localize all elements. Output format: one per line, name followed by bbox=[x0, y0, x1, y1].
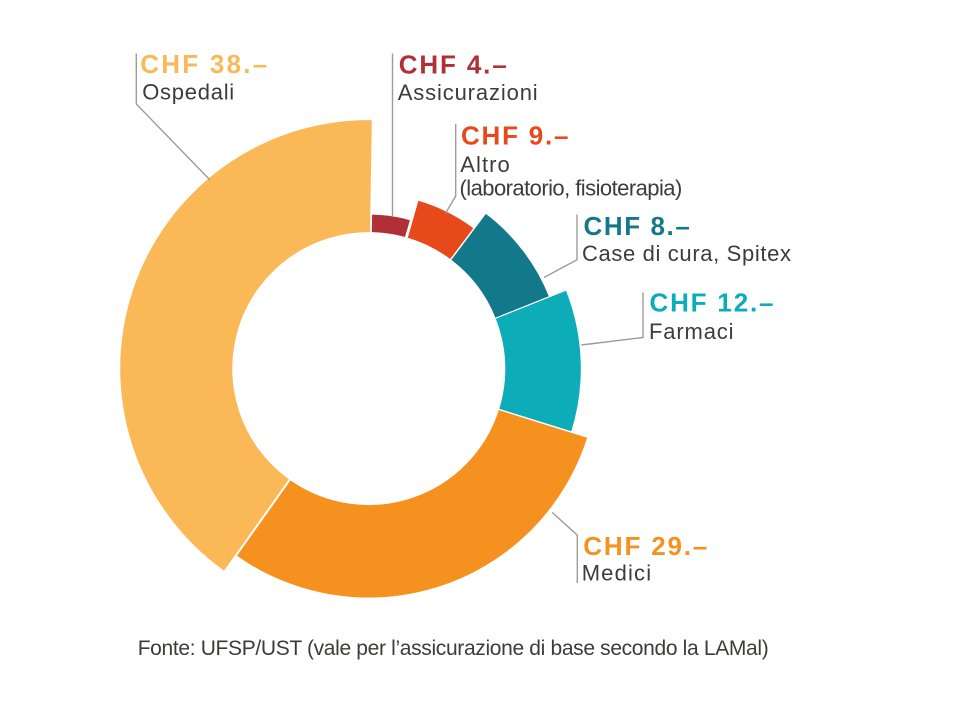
svg-text:Assicurazioni: Assicurazioni bbox=[398, 80, 538, 105]
svg-text:CHF 9.–: CHF 9.– bbox=[461, 120, 569, 150]
svg-text:Altro: Altro bbox=[460, 152, 510, 177]
svg-text:CHF 12.–: CHF 12.– bbox=[650, 287, 774, 317]
svg-text:Farmaci: Farmaci bbox=[649, 319, 734, 344]
svg-text:CHF 8.–: CHF 8.– bbox=[584, 211, 690, 241]
svg-text:Ospedali: Ospedali bbox=[142, 80, 234, 105]
svg-text:CHF 38.–: CHF 38.– bbox=[140, 49, 267, 79]
svg-text:Fonte: UFSP/UST (vale per l’as: Fonte: UFSP/UST (vale per l’assicurazion… bbox=[138, 637, 769, 660]
svg-text:Case di cura, Spitex: Case di cura, Spitex bbox=[582, 241, 791, 266]
svg-text:CHF 4.–: CHF 4.– bbox=[399, 49, 507, 79]
svg-text:Medici: Medici bbox=[582, 561, 651, 586]
svg-text:CHF 29.–: CHF 29.– bbox=[583, 531, 707, 561]
svg-text:(laboratorio, fisioterapia): (laboratorio, fisioterapia) bbox=[460, 176, 683, 201]
